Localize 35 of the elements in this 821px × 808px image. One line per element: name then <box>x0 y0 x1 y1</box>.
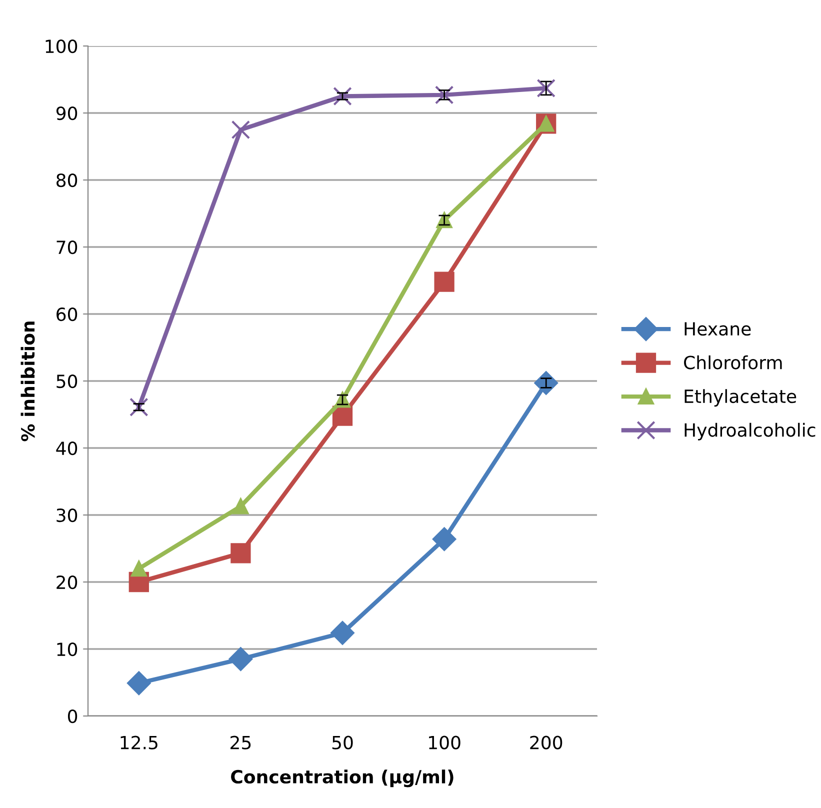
point <box>228 647 253 671</box>
x-tick-label: 50 <box>332 736 353 750</box>
point <box>127 671 151 696</box>
legend-label: Ethylacetate <box>684 389 796 407</box>
point <box>231 120 250 140</box>
point <box>130 560 147 577</box>
point <box>130 398 148 417</box>
point <box>230 543 251 564</box>
point <box>536 78 556 98</box>
x-axis-title: Concentration (µg/ml) <box>231 770 454 788</box>
point <box>330 621 354 645</box>
y-axis-title: % inhibition <box>20 322 35 442</box>
point <box>434 86 454 104</box>
x-tick-label: 200 <box>530 736 562 750</box>
point <box>434 272 454 292</box>
x-tick-label: 100 <box>429 736 460 750</box>
point <box>432 527 456 551</box>
y-tick-label: 20 <box>56 575 78 590</box>
y-tick-label: 60 <box>56 307 78 322</box>
point <box>232 498 249 514</box>
point <box>333 86 352 106</box>
y-tick-label: 50 <box>56 374 78 388</box>
legend-label: Hydroalcoholic <box>684 422 816 440</box>
y-tick-label: 40 <box>56 441 78 456</box>
y-tick-label: 100 <box>46 39 78 54</box>
legend-label: Chloroform <box>684 355 782 370</box>
x-tick-label: 12.5 <box>120 736 158 750</box>
y-tick-label: 30 <box>56 508 78 522</box>
y-tick-label: 90 <box>56 106 78 120</box>
y-tick-label: 10 <box>57 642 78 656</box>
x-tick-label: 25 <box>230 736 251 750</box>
legend-label: Hexane <box>684 322 751 336</box>
y-tick-label: 70 <box>56 240 78 254</box>
y-tick-label: 80 <box>56 173 78 188</box>
y-tick-label: 0 <box>68 709 78 724</box>
